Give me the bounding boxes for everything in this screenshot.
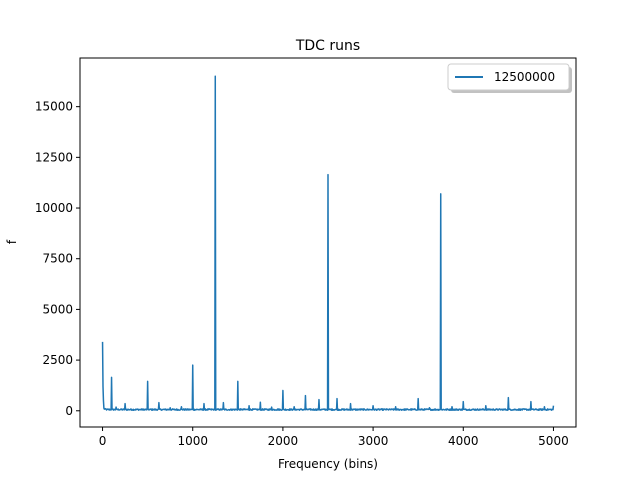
y-tick-label: 5000 <box>42 302 73 316</box>
chart-title: TDC runs <box>295 38 360 54</box>
y-tick-label: 0 <box>65 404 73 418</box>
legend-box <box>447 63 570 91</box>
y-tick-label: 12500 <box>35 150 73 164</box>
x-tick-label: 0 <box>99 434 107 448</box>
series-line <box>101 75 555 412</box>
y-axis: 0 2500 5000 7500 10000 12500 15000 <box>35 100 80 418</box>
x-tick-label: 5000 <box>538 434 569 448</box>
axes-frame <box>79 57 577 428</box>
y-tick-label: 10000 <box>35 201 73 215</box>
x-tick-label: 3000 <box>358 434 389 448</box>
y-tick-label: 15000 <box>35 100 73 114</box>
x-axis-label: Frequency (bins) <box>278 457 378 471</box>
y-axis-label: f <box>5 239 19 244</box>
y-tick-label: 2500 <box>42 353 73 367</box>
legend: 12500000 <box>447 63 572 93</box>
series-group <box>101 75 555 412</box>
legend-label: 12500000 <box>494 70 555 84</box>
x-tick-label: 2000 <box>268 434 299 448</box>
x-tick-label: 1000 <box>177 434 208 448</box>
plot-area <box>79 57 577 428</box>
x-axis: 0 1000 2000 3000 4000 5000 <box>99 427 569 448</box>
x-tick-label: 4000 <box>448 434 479 448</box>
y-tick-label: 7500 <box>42 252 73 266</box>
